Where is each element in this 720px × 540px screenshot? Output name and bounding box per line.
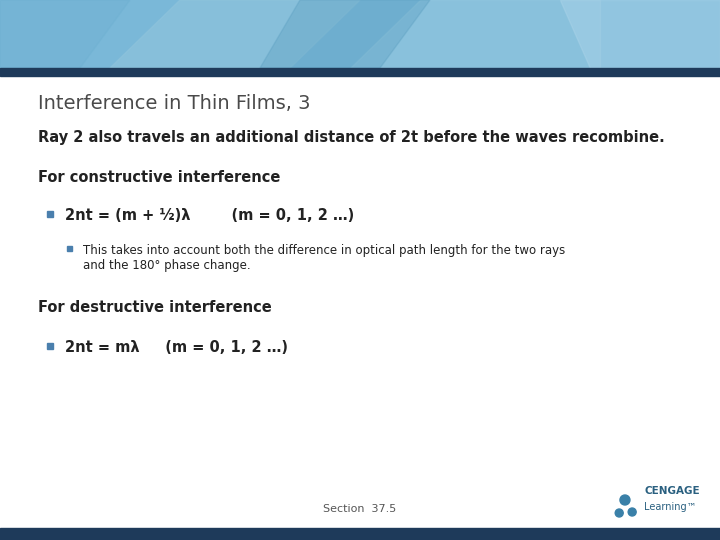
Text: For constructive interference: For constructive interference [38,170,280,185]
Text: Section  37.5: Section 37.5 [323,504,397,514]
Text: 2nt = mλ     (m = 0, 1, 2 …): 2nt = mλ (m = 0, 1, 2 …) [65,340,288,355]
Text: For destructive interference: For destructive interference [38,300,271,315]
Circle shape [628,508,636,516]
Bar [47,343,53,349]
Bar [0,68,720,76]
Polygon shape [560,0,720,68]
Text: Interference in Thin Films, 3: Interference in Thin Films, 3 [38,94,310,113]
Polygon shape [0,0,130,68]
Text: Learning™: Learning™ [644,502,697,512]
Bar [0,528,720,540]
Polygon shape [350,0,600,68]
Text: CENGAGE: CENGAGE [644,486,700,496]
Circle shape [620,495,630,505]
Text: Ray 2 also travels an additional distance of 2t before the waves recombine.: Ray 2 also travels an additional distanc… [38,130,665,145]
Polygon shape [260,0,430,68]
Text: This takes into account both the difference in optical path length for the two r: This takes into account both the differe… [83,244,565,272]
Bar [67,246,72,251]
Polygon shape [110,0,360,68]
Circle shape [615,509,624,517]
Text: 2nt = (m + ½)λ        (m = 0, 1, 2 …): 2nt = (m + ½)λ (m = 0, 1, 2 …) [65,208,354,223]
Bar [47,211,53,217]
Bar [0,0,720,68]
